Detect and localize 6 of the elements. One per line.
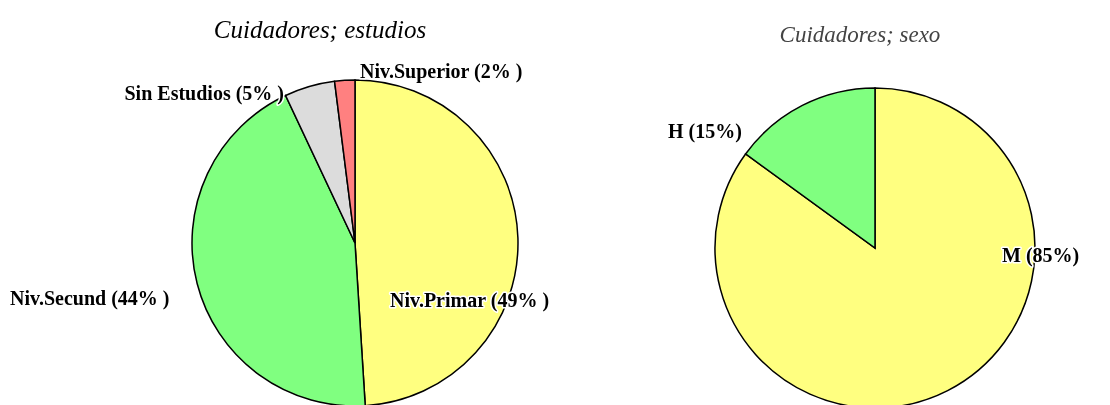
- slice-label: Niv.Secund (44% ): [10, 287, 170, 310]
- chart-title: Cuidadores; estudios: [213, 16, 427, 43]
- slice-label: Sin Estudios (5% ): [124, 82, 284, 105]
- chart-title: Cuidadores; sexo: [779, 22, 941, 47]
- slice-label: H (15%): [668, 120, 742, 143]
- slice-label: Niv.Superior (2% ): [360, 60, 523, 83]
